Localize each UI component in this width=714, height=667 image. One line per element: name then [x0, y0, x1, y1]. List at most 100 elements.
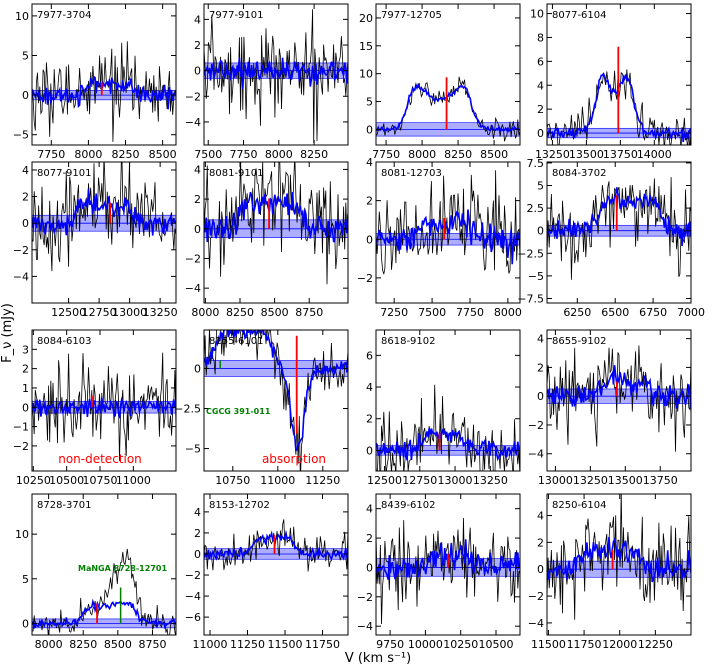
y-tick-label: −2: [13, 440, 29, 453]
y-tick-label: 7.5: [527, 157, 545, 170]
y-tick-label: 2: [366, 413, 373, 426]
y-tick-label: 2: [22, 191, 29, 204]
panel-frame: [31, 329, 177, 472]
y-tick-label: −2: [357, 591, 373, 604]
observed-spectrum: [376, 76, 520, 142]
x-tick-label: 13500: [608, 474, 643, 487]
panel-title: 8618-9102: [381, 336, 436, 347]
spectrum-panel: 7750 8000 8250 8500 −5 0 5 10 7977-3704: [13, 3, 177, 161]
panel-frame: [31, 493, 177, 636]
x-tick-label: 8250: [444, 148, 472, 161]
x-tick-label: 8250: [300, 148, 328, 161]
x-tick-label: 12000: [602, 638, 637, 651]
panel-frame: [546, 3, 692, 146]
x-tick-label: 11000: [116, 474, 151, 487]
x-tick-label: 11750: [305, 638, 340, 651]
y-tick-label: 5: [22, 573, 29, 586]
x-tick-label: 10500: [479, 638, 514, 651]
smoothed-spectrum: [32, 188, 176, 236]
y-tick-label: 0: [22, 617, 29, 630]
panel-frame: [375, 3, 521, 146]
spectrum-panel: 9750 10000 10250 10500 −4 −2 0 2 4 8439-6102: [357, 493, 521, 651]
y-tick-label: 2: [537, 536, 544, 549]
panel-title: 8077-6104: [552, 10, 607, 21]
x-tick-label: 10250: [443, 638, 478, 651]
y-tick-label: −4: [185, 116, 201, 129]
observed-spectrum: [376, 170, 520, 275]
x-tick-label: 8000: [74, 148, 102, 161]
x-tick-label: 7750: [230, 148, 258, 161]
spectrum-panel: 11500 11750 12000 12250 −4 −2 0 2 4 8250-6104: [528, 493, 692, 651]
x-tick-label: 13000: [112, 306, 147, 319]
x-tick-label: 8000: [408, 148, 436, 161]
panel-frame: [546, 161, 692, 304]
x-tick-label: 8500: [104, 638, 132, 651]
spectrum-panel: 10750 11000 11250 −5 −2.5 0 8155-6101 CGCG 391-…: [174, 329, 349, 487]
y-tick-label: 4: [194, 163, 201, 176]
panel-title: 8084-3702: [552, 168, 607, 179]
y-tick-label: 4: [366, 503, 373, 516]
panel-frame: [31, 161, 177, 304]
plot-area: [376, 76, 520, 142]
panel-title: 8728-3701: [37, 500, 92, 511]
x-tick-label: 6250: [563, 306, 591, 319]
y-tick-label: 2.5: [527, 202, 545, 215]
spectrum-panel: 12500 12750 13000 13250 0 2 4 6 8618-9102: [366, 329, 521, 487]
x-tick-label: 8500: [480, 148, 508, 161]
y-axis-label: F_ν (mJy): [0, 303, 15, 363]
y-tick-label: −4: [185, 282, 201, 295]
x-tick-label: 11250: [230, 638, 265, 651]
y-tick-label: 4: [537, 333, 544, 346]
observed-spectrum: [204, 162, 348, 285]
y-tick-label: 2: [194, 193, 201, 206]
x-axis-label: V (km s⁻¹): [345, 651, 411, 666]
x-tick-label: 13250: [535, 148, 570, 161]
y-tick-label: 0: [194, 362, 201, 375]
y-tick-label: 1: [22, 382, 29, 395]
x-tick-label: 8000: [35, 638, 63, 651]
y-tick-label: 0: [537, 225, 544, 238]
panel-frame: [375, 329, 521, 472]
plot-area: [32, 352, 176, 462]
y-tick-label: 5: [22, 49, 29, 62]
panel-title: 7977-12705: [381, 10, 442, 21]
y-tick-label: −4: [185, 590, 201, 603]
y-tick-label: 0: [366, 561, 373, 574]
y-tick-label: −4: [13, 270, 29, 283]
x-tick-label: 10750: [215, 474, 250, 487]
plot-area: [547, 46, 691, 145]
y-tick-label: 20: [359, 12, 373, 25]
y-tick-label: −1: [13, 421, 29, 434]
x-tick-label: 11000: [193, 638, 228, 651]
plot-area: [547, 494, 691, 620]
x-tick-label: 8750: [295, 306, 323, 319]
y-tick-label: 0: [22, 217, 29, 230]
x-tick-label: 10250: [16, 474, 51, 487]
y-tick-label: −6: [185, 611, 201, 624]
x-tick-label: 7750: [456, 306, 484, 319]
panel-title: 8081-12703: [381, 168, 442, 179]
y-tick-label: −2: [185, 90, 201, 103]
y-tick-label: 4: [194, 506, 201, 519]
panel-frame: [203, 161, 349, 304]
x-tick-label: 6500: [601, 306, 629, 319]
x-tick-label: 10750: [83, 474, 118, 487]
panel-frame: [203, 493, 349, 636]
y-tick-label: 10: [530, 8, 544, 21]
x-tick-label: 13250: [473, 474, 508, 487]
plot-area: [204, 9, 348, 143]
y-tick-label: −2: [528, 590, 544, 603]
x-tick-label: 10000: [408, 638, 443, 651]
x-tick-label: 9750: [376, 638, 404, 651]
smoothed-spectrum: [547, 536, 691, 583]
plot-area: [204, 519, 348, 572]
panel-frame: [375, 493, 521, 636]
y-tick-label: −5: [13, 129, 29, 142]
plot-area: [547, 177, 691, 280]
panel-title: 8155-6101: [209, 336, 264, 347]
y-tick-label: 0: [366, 444, 373, 457]
x-tick-label: 12750: [82, 306, 117, 319]
